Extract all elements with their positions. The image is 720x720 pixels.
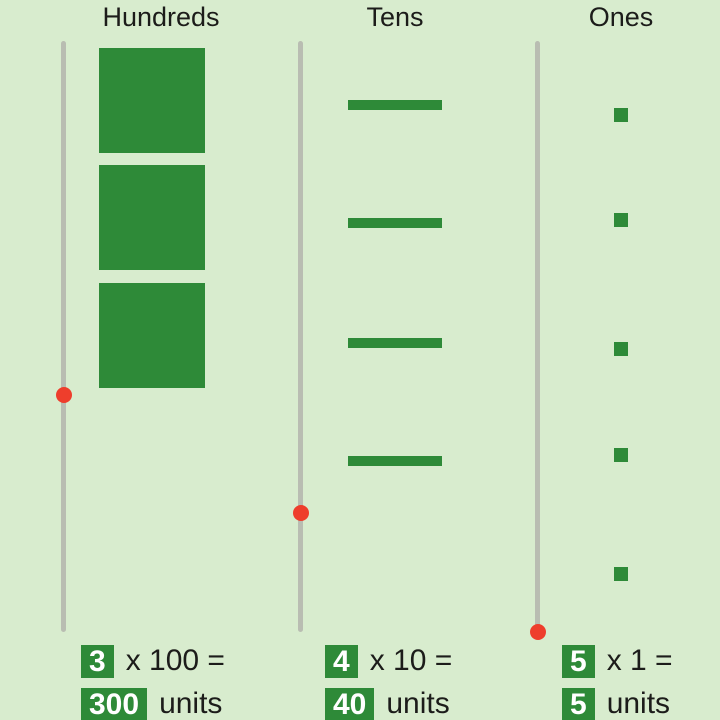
- tens-total-badge: 40: [325, 687, 375, 720]
- tens-block: [348, 338, 442, 348]
- hundreds-count-badge: 3: [81, 644, 114, 678]
- ones-column-header: Ones: [588, 2, 654, 32]
- tens-units-label: units: [386, 687, 450, 720]
- ones-total-badge: 5: [562, 687, 595, 720]
- tens-block: [348, 100, 442, 110]
- ones-equation-row: 5 x 1 =: [562, 644, 673, 678]
- tens-block: [348, 456, 442, 466]
- tens-equation-row: 4 x 10 =: [325, 644, 452, 678]
- tens-slider-track[interactable]: [298, 41, 303, 632]
- ones-count-badge: 5: [562, 644, 595, 678]
- ones-slider-track[interactable]: [535, 41, 540, 632]
- tens-total-row: 40 units: [325, 687, 450, 720]
- hundreds-slider-track[interactable]: [61, 41, 66, 632]
- hundreds-block: [99, 283, 205, 388]
- ones-expression-label: x 1 =: [606, 644, 673, 677]
- ones-units-label: units: [606, 687, 671, 720]
- tens-column-header: Tens: [366, 2, 424, 32]
- hundreds-block: [99, 165, 205, 270]
- hundreds-units-label: units: [159, 687, 223, 720]
- hundreds-slider-handle[interactable]: [56, 387, 72, 403]
- tens-count-badge: 4: [325, 644, 358, 678]
- tens-slider-handle[interactable]: [293, 505, 309, 521]
- hundreds-block: [99, 48, 205, 153]
- ones-block: [614, 213, 628, 227]
- ones-block: [614, 108, 628, 122]
- tens-expression-label: x 10 =: [369, 644, 453, 677]
- ones-block: [614, 342, 628, 356]
- ones-block: [614, 567, 628, 581]
- hundreds-column-header: Hundreds: [102, 2, 220, 32]
- hundreds-total-row: 300 units: [81, 687, 222, 720]
- tens-block: [348, 218, 442, 228]
- ones-total-row: 5 units: [562, 687, 670, 720]
- hundreds-total-badge: 300: [81, 687, 148, 720]
- hundreds-expression-label: x 100 =: [125, 644, 225, 677]
- hundreds-equation-row: 3 x 100 =: [81, 644, 225, 678]
- ones-slider-handle[interactable]: [530, 624, 546, 640]
- ones-block: [614, 448, 628, 462]
